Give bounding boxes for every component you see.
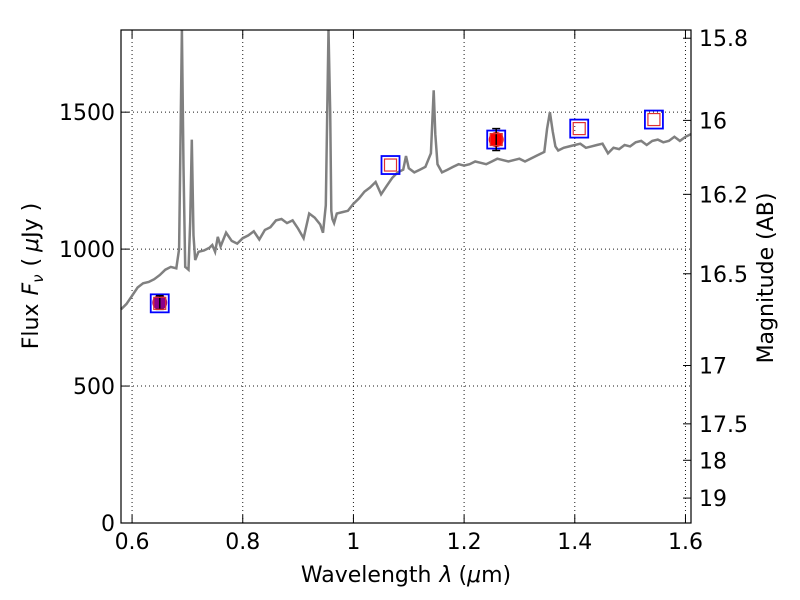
filter-square-marker: [149, 293, 170, 314]
ticks-layer: 0.6 0.8 1 1.2 1.4 1.6 0 500 1000 1500 15.8 16 16.2 16…: [59, 27, 748, 555]
x-tick-label: 1.4: [557, 530, 592, 555]
model-square-marker: [153, 296, 167, 310]
y2-tick-label: 18: [699, 449, 727, 474]
y-tick-label: 500: [73, 375, 115, 400]
y2-tick-label: 19: [699, 487, 727, 512]
y-tick-label: 1000: [59, 238, 115, 263]
x-axis-title: Wavelength λ (μm): [301, 563, 511, 588]
y2-axis-title: Magnitude (AB): [754, 193, 779, 364]
y2-tick-label: 16.5: [699, 263, 748, 288]
y2-tick-label: 17.5: [699, 413, 748, 438]
y-tick-label: 0: [101, 512, 115, 537]
x-tick-label: 0.6: [115, 530, 150, 555]
filter-square-marker: [380, 155, 401, 175]
x-tick-label: 1.2: [447, 530, 482, 555]
y2-tick-label: 15.8: [699, 27, 748, 52]
y2-tick-label: 16: [699, 109, 727, 134]
y2-tick-label: 16.2: [699, 183, 748, 208]
y-tick-label: 1500: [59, 101, 115, 126]
model-square-marker: [647, 112, 661, 127]
spectrum-line: [120, 29, 692, 311]
y2-tick-label: 17: [699, 355, 727, 380]
model-square-marker: [572, 121, 586, 136]
filter-square-marker: [644, 109, 664, 130]
filter-square-marker: [569, 118, 590, 139]
plot-frame: [120, 29, 692, 524]
y-axis-title: FluxFν(μJy ): [19, 203, 47, 349]
x-tick-label: 0.8: [225, 530, 260, 555]
x-tick-label: 1: [346, 530, 360, 555]
grid-layer: [121, 30, 691, 524]
model-square-marker: [383, 158, 398, 172]
x-tick-label: 1.6: [668, 530, 703, 555]
markers-layer: [149, 109, 664, 314]
model-square-marker: [489, 132, 503, 147]
